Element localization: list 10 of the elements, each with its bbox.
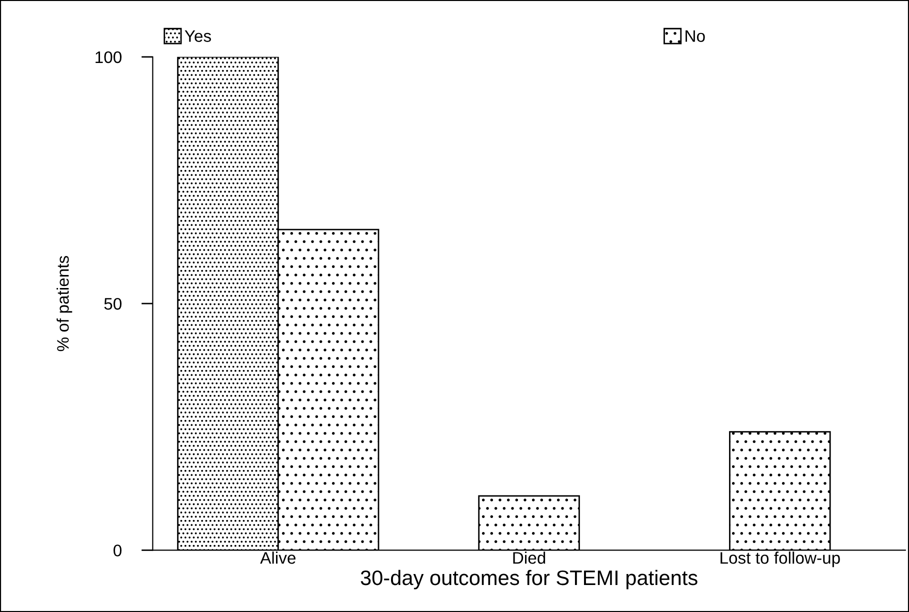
legend-label: Yes — [184, 30, 211, 42]
y-tick-label: 100 — [96, 51, 122, 64]
x-axis-title: 30-day outcomes for STEMI patients — [360, 570, 698, 590]
x-tick-label: Alive — [260, 552, 296, 564]
legend-label: No — [686, 30, 705, 42]
y-tick-label: 0 — [114, 544, 122, 556]
y-tick-label: 50 — [104, 298, 122, 310]
x-tick-label: Died — [513, 552, 546, 564]
y-axis-title: % of patients — [56, 256, 72, 352]
x-tick-label: Lost to follow-up — [720, 552, 840, 568]
